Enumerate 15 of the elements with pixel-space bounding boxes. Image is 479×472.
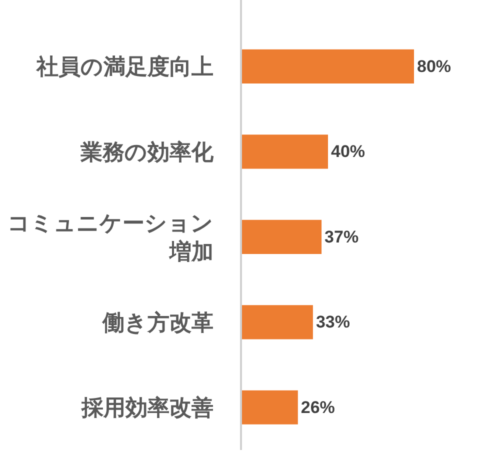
y-tick-label: 業務の効率化 — [80, 139, 215, 166]
y-tick-label: 社員の満足度向上 — [36, 54, 214, 80]
bar — [242, 49, 414, 84]
bar — [242, 134, 328, 169]
data-label: 40% — [331, 142, 366, 162]
bar — [242, 390, 298, 424]
y-tick-label: 採用効率改善 — [80, 395, 214, 422]
bar — [242, 220, 322, 254]
bar — [242, 305, 313, 340]
data-label: 33% — [316, 312, 350, 332]
data-label: 37% — [324, 227, 359, 246]
y-tick-label: 働き方改革 — [102, 310, 214, 336]
data-label: 26% — [300, 398, 335, 417]
data-label: 80% — [417, 56, 452, 76]
y-tick-label: コミュニケーション増加 — [8, 211, 214, 265]
